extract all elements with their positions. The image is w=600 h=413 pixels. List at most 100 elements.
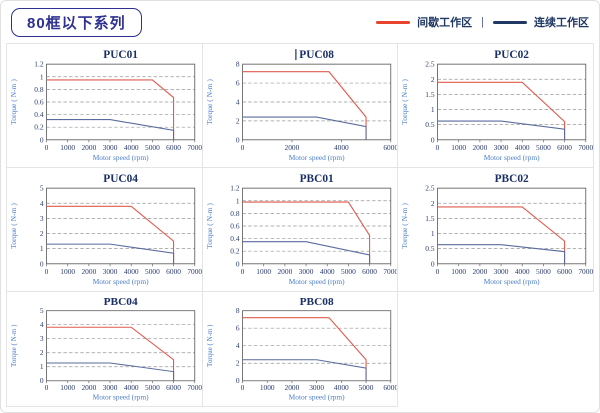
svg-text:4: 4 — [40, 321, 44, 329]
torque-speed-chart: PUC01 0 0.2 0.4 0.6 0.8 1 1.2 0 1000 2000 3000 4000 5… — [9, 49, 202, 162]
svg-text:3000: 3000 — [494, 267, 509, 276]
svg-text:Motor speed (rpm): Motor speed (rpm) — [288, 277, 344, 286]
legend-item-intermittent: 间歇工作区 — [376, 14, 472, 30]
svg-text:0: 0 — [40, 135, 44, 144]
svg-text:4000: 4000 — [124, 267, 139, 276]
chart-cell: PBC01 0 0.2 0.4 0.6 0.8 1 1.2 0 1000 2000 3000 4000 5… — [202, 168, 399, 292]
chart-grid: PUC01 0 0.2 0.4 0.6 0.8 1 1.2 0 1000 2000 3000 4000 5… — [6, 43, 594, 407]
svg-text:4000: 4000 — [515, 267, 530, 276]
torque-speed-chart: PBC08 0 2 4 6 8 0 1000 2000 3000 4000 5000 6000 Motor… — [205, 296, 397, 401]
svg-text:Torque ( N-m ): Torque ( N-m ) — [10, 324, 18, 367]
intermittent-label: 间歇工作区 — [417, 17, 473, 29]
chart-cell: PBC04 0 1 2 3 4 5 0 1000 2000 3000 4000 5000 6000 7000… — [7, 292, 203, 407]
svg-text:7000: 7000 — [187, 267, 201, 276]
svg-text:0: 0 — [240, 143, 244, 152]
svg-text:5000: 5000 — [536, 143, 551, 152]
svg-text:7000: 7000 — [383, 267, 397, 276]
torque-speed-chart: PUC08 0 2 4 6 8 0 2000 4000 6000 Motor speed (rpm)… — [205, 49, 398, 162]
svg-text:1000: 1000 — [256, 267, 271, 276]
torque-speed-chart: PBC02 0 0.5 1 1.5 2 2.5 0 1000 2000 3000 4000 5000 60… — [400, 173, 593, 286]
svg-text:2000: 2000 — [81, 384, 96, 392]
svg-text:4: 4 — [40, 199, 44, 208]
svg-text:2: 2 — [236, 116, 240, 125]
svg-text:Torque ( N-m ): Torque ( N-m ) — [9, 203, 18, 249]
svg-text:2: 2 — [431, 75, 435, 84]
svg-text:4000: 4000 — [124, 143, 139, 152]
svg-text:1: 1 — [431, 105, 435, 114]
svg-text:5000: 5000 — [145, 143, 160, 152]
svg-text:1000: 1000 — [60, 267, 75, 276]
svg-text:PBC04: PBC04 — [104, 296, 139, 308]
svg-text:5000: 5000 — [145, 267, 160, 276]
svg-text:2: 2 — [40, 229, 44, 238]
svg-text:2000: 2000 — [473, 267, 488, 276]
legend: 间歇工作区 | 连续工作区 — [376, 14, 589, 30]
svg-text:5: 5 — [40, 307, 44, 315]
svg-text:4: 4 — [236, 97, 240, 106]
svg-text:0.6: 0.6 — [34, 97, 44, 106]
svg-text:0.2: 0.2 — [230, 247, 240, 256]
series-title-badge: 80框以下系列 — [11, 7, 142, 37]
svg-text:Motor speed (rpm): Motor speed (rpm) — [93, 153, 149, 162]
svg-text:1: 1 — [431, 229, 435, 238]
svg-text:0: 0 — [431, 259, 435, 268]
svg-text:2000: 2000 — [81, 267, 96, 276]
svg-text:0: 0 — [40, 259, 44, 268]
svg-text:4000: 4000 — [334, 384, 349, 392]
svg-text:3000: 3000 — [298, 267, 313, 276]
svg-text:3: 3 — [40, 335, 44, 343]
svg-text:Motor speed (rpm): Motor speed (rpm) — [93, 277, 149, 286]
svg-text:0: 0 — [236, 135, 240, 144]
svg-text:0: 0 — [240, 384, 244, 392]
continuous-label: 连续工作区 — [534, 17, 589, 29]
svg-text:0.2: 0.2 — [34, 123, 44, 132]
svg-text:0.8: 0.8 — [230, 209, 240, 218]
svg-text:2000: 2000 — [81, 143, 96, 152]
svg-text:4000: 4000 — [124, 384, 139, 392]
legend-item-continuous: 连续工作区 — [493, 14, 589, 30]
svg-text:PBC08: PBC08 — [299, 296, 334, 308]
svg-text:0.6: 0.6 — [230, 221, 240, 230]
chart-cell: PUC01 0 0.2 0.4 0.6 0.8 1 1.2 0 1000 2000 3000 4000 5… — [7, 44, 203, 168]
chart-cell: PUC04 0 1 2 3 4 5 0 1000 2000 3000 4000 5000 6000 7000… — [7, 168, 203, 292]
svg-text:0: 0 — [236, 259, 240, 268]
svg-text:1000: 1000 — [259, 384, 274, 392]
svg-text:3000: 3000 — [103, 384, 118, 392]
svg-text:Motor speed (rpm): Motor speed (rpm) — [484, 153, 540, 162]
svg-text:6000: 6000 — [166, 267, 181, 276]
svg-text:6: 6 — [236, 325, 240, 333]
svg-text:2000: 2000 — [277, 267, 292, 276]
svg-text:1000: 1000 — [452, 143, 467, 152]
svg-text:1.5: 1.5 — [426, 90, 436, 99]
chart-cell: PUC08 0 2 4 6 8 0 2000 4000 6000 Motor speed (rpm)… — [202, 44, 399, 168]
svg-text:4: 4 — [236, 342, 240, 350]
svg-text:PBC02: PBC02 — [495, 173, 529, 185]
svg-text:1: 1 — [40, 244, 44, 253]
svg-text:PUC01: PUC01 — [103, 49, 138, 61]
svg-text:6000: 6000 — [166, 384, 181, 392]
continuous-line-swatch — [493, 20, 527, 24]
svg-text:Torque ( N-m ): Torque ( N-m ) — [9, 79, 18, 125]
svg-text:0.5: 0.5 — [426, 244, 436, 253]
header: 80框以下系列 间歇工作区 | 连续工作区 — [1, 1, 599, 43]
svg-text:PBC01: PBC01 — [299, 173, 333, 185]
intermittent-line-swatch — [376, 20, 411, 24]
svg-text:0.4: 0.4 — [230, 234, 240, 243]
svg-text:Motor speed (rpm): Motor speed (rpm) — [484, 277, 540, 286]
svg-text:5000: 5000 — [536, 267, 551, 276]
svg-text:Motor speed (rpm): Motor speed (rpm) — [288, 153, 344, 162]
svg-text:3000: 3000 — [103, 267, 118, 276]
svg-text:0.4: 0.4 — [34, 110, 44, 119]
svg-text:0.8: 0.8 — [34, 85, 44, 94]
svg-text:2.5: 2.5 — [426, 184, 436, 193]
svg-text:1.2: 1.2 — [230, 184, 240, 193]
svg-text:3000: 3000 — [309, 384, 324, 392]
svg-text:7000: 7000 — [579, 267, 593, 276]
torque-speed-chart: PBC01 0 0.2 0.4 0.6 0.8 1 1.2 0 1000 2000 3000 4000 5… — [205, 173, 398, 286]
svg-text:0.5: 0.5 — [426, 120, 436, 129]
svg-text:0: 0 — [236, 377, 240, 385]
legend-separator: | — [481, 16, 484, 28]
svg-text:1.5: 1.5 — [426, 214, 436, 223]
torque-speed-chart: PUC04 0 1 2 3 4 5 0 1000 2000 3000 4000 5000 6000 7000… — [9, 173, 202, 286]
svg-text:4000: 4000 — [334, 143, 349, 152]
